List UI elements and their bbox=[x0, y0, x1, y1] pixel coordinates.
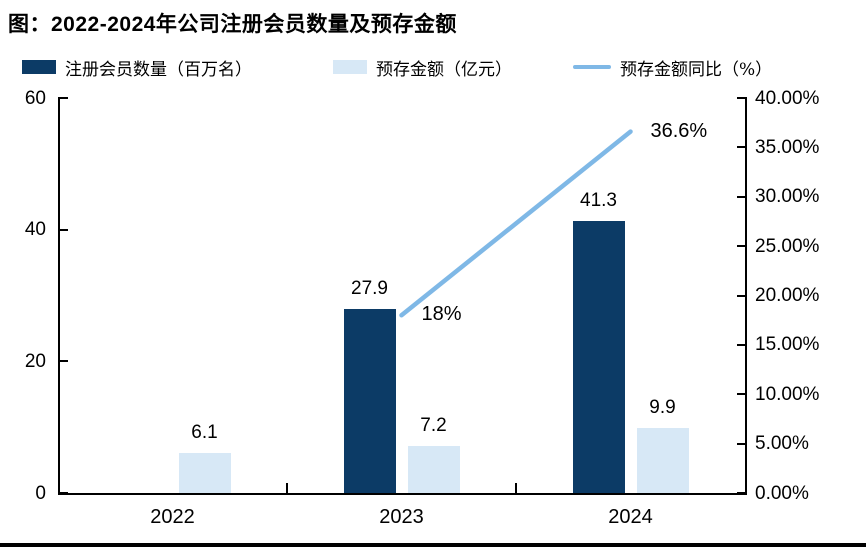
bar-value-label: 9.9 bbox=[649, 396, 676, 418]
figure-bottom-border bbox=[0, 543, 866, 547]
bar-prepaid-2022 bbox=[178, 452, 231, 493]
y-axis-right-tick-label: 5.00% bbox=[755, 433, 809, 455]
y-axis-left-tick-label: 20 bbox=[24, 350, 46, 372]
x-axis-category-label: 2023 bbox=[379, 506, 424, 528]
y-axis-right-tick-label: 35.00% bbox=[755, 136, 820, 158]
bar-prepaid-2024 bbox=[636, 427, 689, 493]
y-axis-right-tick-label: 30.00% bbox=[755, 186, 820, 208]
bar-value-label: 7.2 bbox=[420, 414, 447, 436]
x-axis-tick bbox=[286, 483, 288, 493]
y-axis-right-tick-label: 15.00% bbox=[755, 334, 820, 356]
y-axis-left-tick bbox=[58, 492, 68, 494]
y-axis-left-tick-label: 0 bbox=[35, 482, 46, 504]
bar-members-2023 bbox=[343, 309, 396, 493]
line-point-label: 36.6% bbox=[650, 119, 708, 142]
chart-title: 图：2022-2024年公司注册会员数量及预存金额 bbox=[8, 13, 457, 36]
x-axis-category-label: 2022 bbox=[150, 506, 195, 528]
y-axis-right-tick bbox=[737, 343, 747, 346]
bar-members-2024 bbox=[572, 221, 625, 493]
y-axis-right-tick-label: 10.00% bbox=[755, 383, 820, 405]
bar-value-label: 6.1 bbox=[191, 421, 218, 443]
y-axis-left-tick bbox=[58, 360, 68, 363]
y-axis-left-tick bbox=[58, 228, 68, 231]
y-axis-right bbox=[745, 98, 747, 495]
y-axis-right-tick bbox=[737, 393, 747, 396]
line-point-label: 18% bbox=[421, 303, 462, 326]
y-axis-right-tick bbox=[737, 492, 747, 494]
legend-label-prepaid: 预存金额（亿元） bbox=[376, 59, 512, 80]
y-axis-right-tick bbox=[737, 97, 747, 99]
y-axis-left-tick bbox=[58, 97, 68, 99]
y-axis-right-tick-label: 20.00% bbox=[755, 285, 820, 306]
x-axis-category-label: 2024 bbox=[608, 506, 653, 528]
y-axis-left-tick-label: 60 bbox=[24, 87, 46, 109]
y-axis-right-tick-label: 40.00% bbox=[755, 87, 820, 109]
y-axis-right-tick bbox=[737, 245, 747, 248]
bar-prepaid-2023 bbox=[407, 445, 460, 493]
legend-item-members: 注册会员数量（百万名） bbox=[22, 54, 252, 80]
y-axis-right-tick bbox=[737, 442, 747, 445]
y-axis-left bbox=[58, 98, 60, 495]
legend-line-icon bbox=[573, 64, 611, 70]
legend-swatch-light-bar-icon bbox=[333, 60, 367, 74]
y-axis-right-tick bbox=[737, 195, 747, 198]
x-axis-tick bbox=[515, 483, 517, 493]
y-axis-right-tick bbox=[737, 294, 747, 297]
bar-value-label: 27.9 bbox=[351, 278, 388, 300]
bar-value-label: 41.3 bbox=[580, 190, 617, 212]
y-axis-right-tick-label: 0.00% bbox=[755, 482, 809, 504]
x-axis bbox=[58, 493, 747, 495]
legend-item-yoy: 预存金额同比（%） bbox=[573, 54, 772, 80]
y-axis-left-tick-label: 40 bbox=[24, 219, 46, 241]
legend-label-yoy: 预存金额同比（%） bbox=[620, 59, 773, 80]
y-axis-right-tick-label: 25.00% bbox=[755, 235, 820, 257]
y-axis-right-tick bbox=[737, 146, 747, 149]
legend-item-prepaid: 预存金额（亿元） bbox=[333, 54, 512, 80]
legend-label-members: 注册会员数量（百万名） bbox=[65, 59, 252, 80]
legend-swatch-dark-bar-icon bbox=[22, 60, 56, 74]
